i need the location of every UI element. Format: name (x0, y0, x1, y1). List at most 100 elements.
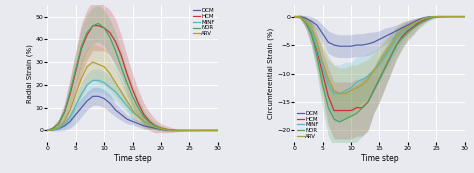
MINF (428, 16, 433, 18)
NOR (428, 17, 433, 19)
DCM (215, 129, 220, 131)
HCM (297, 16, 303, 18)
NOR (303, 21, 309, 23)
ARV (181, 129, 186, 131)
MINF (136, 116, 141, 118)
ARV (101, 66, 107, 68)
DCM (158, 128, 164, 130)
DCM (337, 45, 343, 47)
HCM (303, 21, 309, 23)
HCM (462, 16, 467, 18)
ARV (314, 41, 320, 43)
DCM (203, 129, 209, 131)
ARV (354, 87, 360, 89)
Line: ARV: ARV (47, 62, 218, 130)
NOR (359, 107, 365, 109)
HCM (399, 35, 405, 38)
MINF (181, 129, 186, 131)
NOR (399, 37, 405, 39)
NOR (297, 16, 303, 18)
DCM (405, 24, 410, 26)
MINF (198, 129, 203, 131)
ARV (96, 63, 101, 65)
DCM (428, 16, 433, 18)
X-axis label: Time step: Time step (114, 154, 151, 163)
MINF (303, 20, 309, 22)
ARV (147, 124, 153, 126)
DCM (445, 16, 450, 18)
ARV (50, 128, 56, 130)
NOR (79, 45, 84, 47)
HCM (410, 26, 416, 28)
HCM (388, 55, 393, 57)
ARV (192, 129, 198, 131)
ARV (371, 70, 376, 72)
Line: MINF: MINF (294, 17, 465, 93)
ARV (359, 84, 365, 86)
MINF (164, 129, 169, 131)
Line: HCM: HCM (294, 17, 465, 111)
HCM (292, 16, 297, 18)
NOR (84, 31, 90, 34)
MINF (90, 79, 96, 81)
MINF (186, 129, 192, 131)
MINF (388, 47, 393, 49)
NOR (147, 121, 153, 124)
DCM (314, 24, 320, 26)
DCM (96, 95, 101, 97)
DCM (439, 16, 445, 18)
ARV (297, 16, 303, 18)
Legend: DCM, HCM, MINF, NOR, ARV: DCM, HCM, MINF, NOR, ARV (192, 7, 216, 37)
HCM (428, 17, 433, 19)
NOR (320, 84, 326, 86)
NOR (186, 129, 192, 131)
HCM (164, 128, 169, 130)
MINF (382, 55, 388, 57)
ARV (186, 129, 192, 131)
MINF (445, 16, 450, 18)
NOR (410, 27, 416, 29)
ARV (62, 120, 67, 122)
MINF (433, 16, 439, 18)
MINF (326, 84, 331, 86)
ARV (303, 20, 309, 22)
HCM (118, 54, 124, 56)
NOR (326, 107, 331, 109)
NOR (107, 36, 113, 38)
NOR (462, 16, 467, 18)
HCM (439, 16, 445, 18)
ARV (445, 16, 450, 18)
MINF (84, 84, 90, 86)
MINF (359, 78, 365, 80)
ARV (326, 78, 331, 80)
MINF (354, 81, 360, 83)
ARV (433, 16, 439, 18)
DCM (175, 129, 181, 131)
NOR (152, 125, 158, 127)
MINF (158, 128, 164, 130)
NOR (450, 16, 456, 18)
MINF (130, 111, 136, 113)
NOR (382, 67, 388, 69)
DCM (45, 129, 50, 131)
DCM (371, 41, 376, 43)
NOR (101, 27, 107, 29)
DCM (343, 45, 348, 47)
MINF (141, 120, 147, 122)
DCM (410, 21, 416, 23)
DCM (393, 30, 399, 32)
MINF (209, 129, 215, 131)
DCM (382, 35, 388, 38)
MINF (331, 92, 337, 94)
HCM (359, 107, 365, 109)
ARV (136, 116, 141, 118)
NOR (405, 31, 410, 34)
HCM (331, 110, 337, 112)
HCM (56, 123, 62, 125)
DCM (462, 16, 467, 18)
ARV (365, 78, 371, 80)
HCM (158, 127, 164, 129)
HCM (147, 120, 153, 122)
HCM (101, 27, 107, 29)
HCM (113, 41, 118, 43)
